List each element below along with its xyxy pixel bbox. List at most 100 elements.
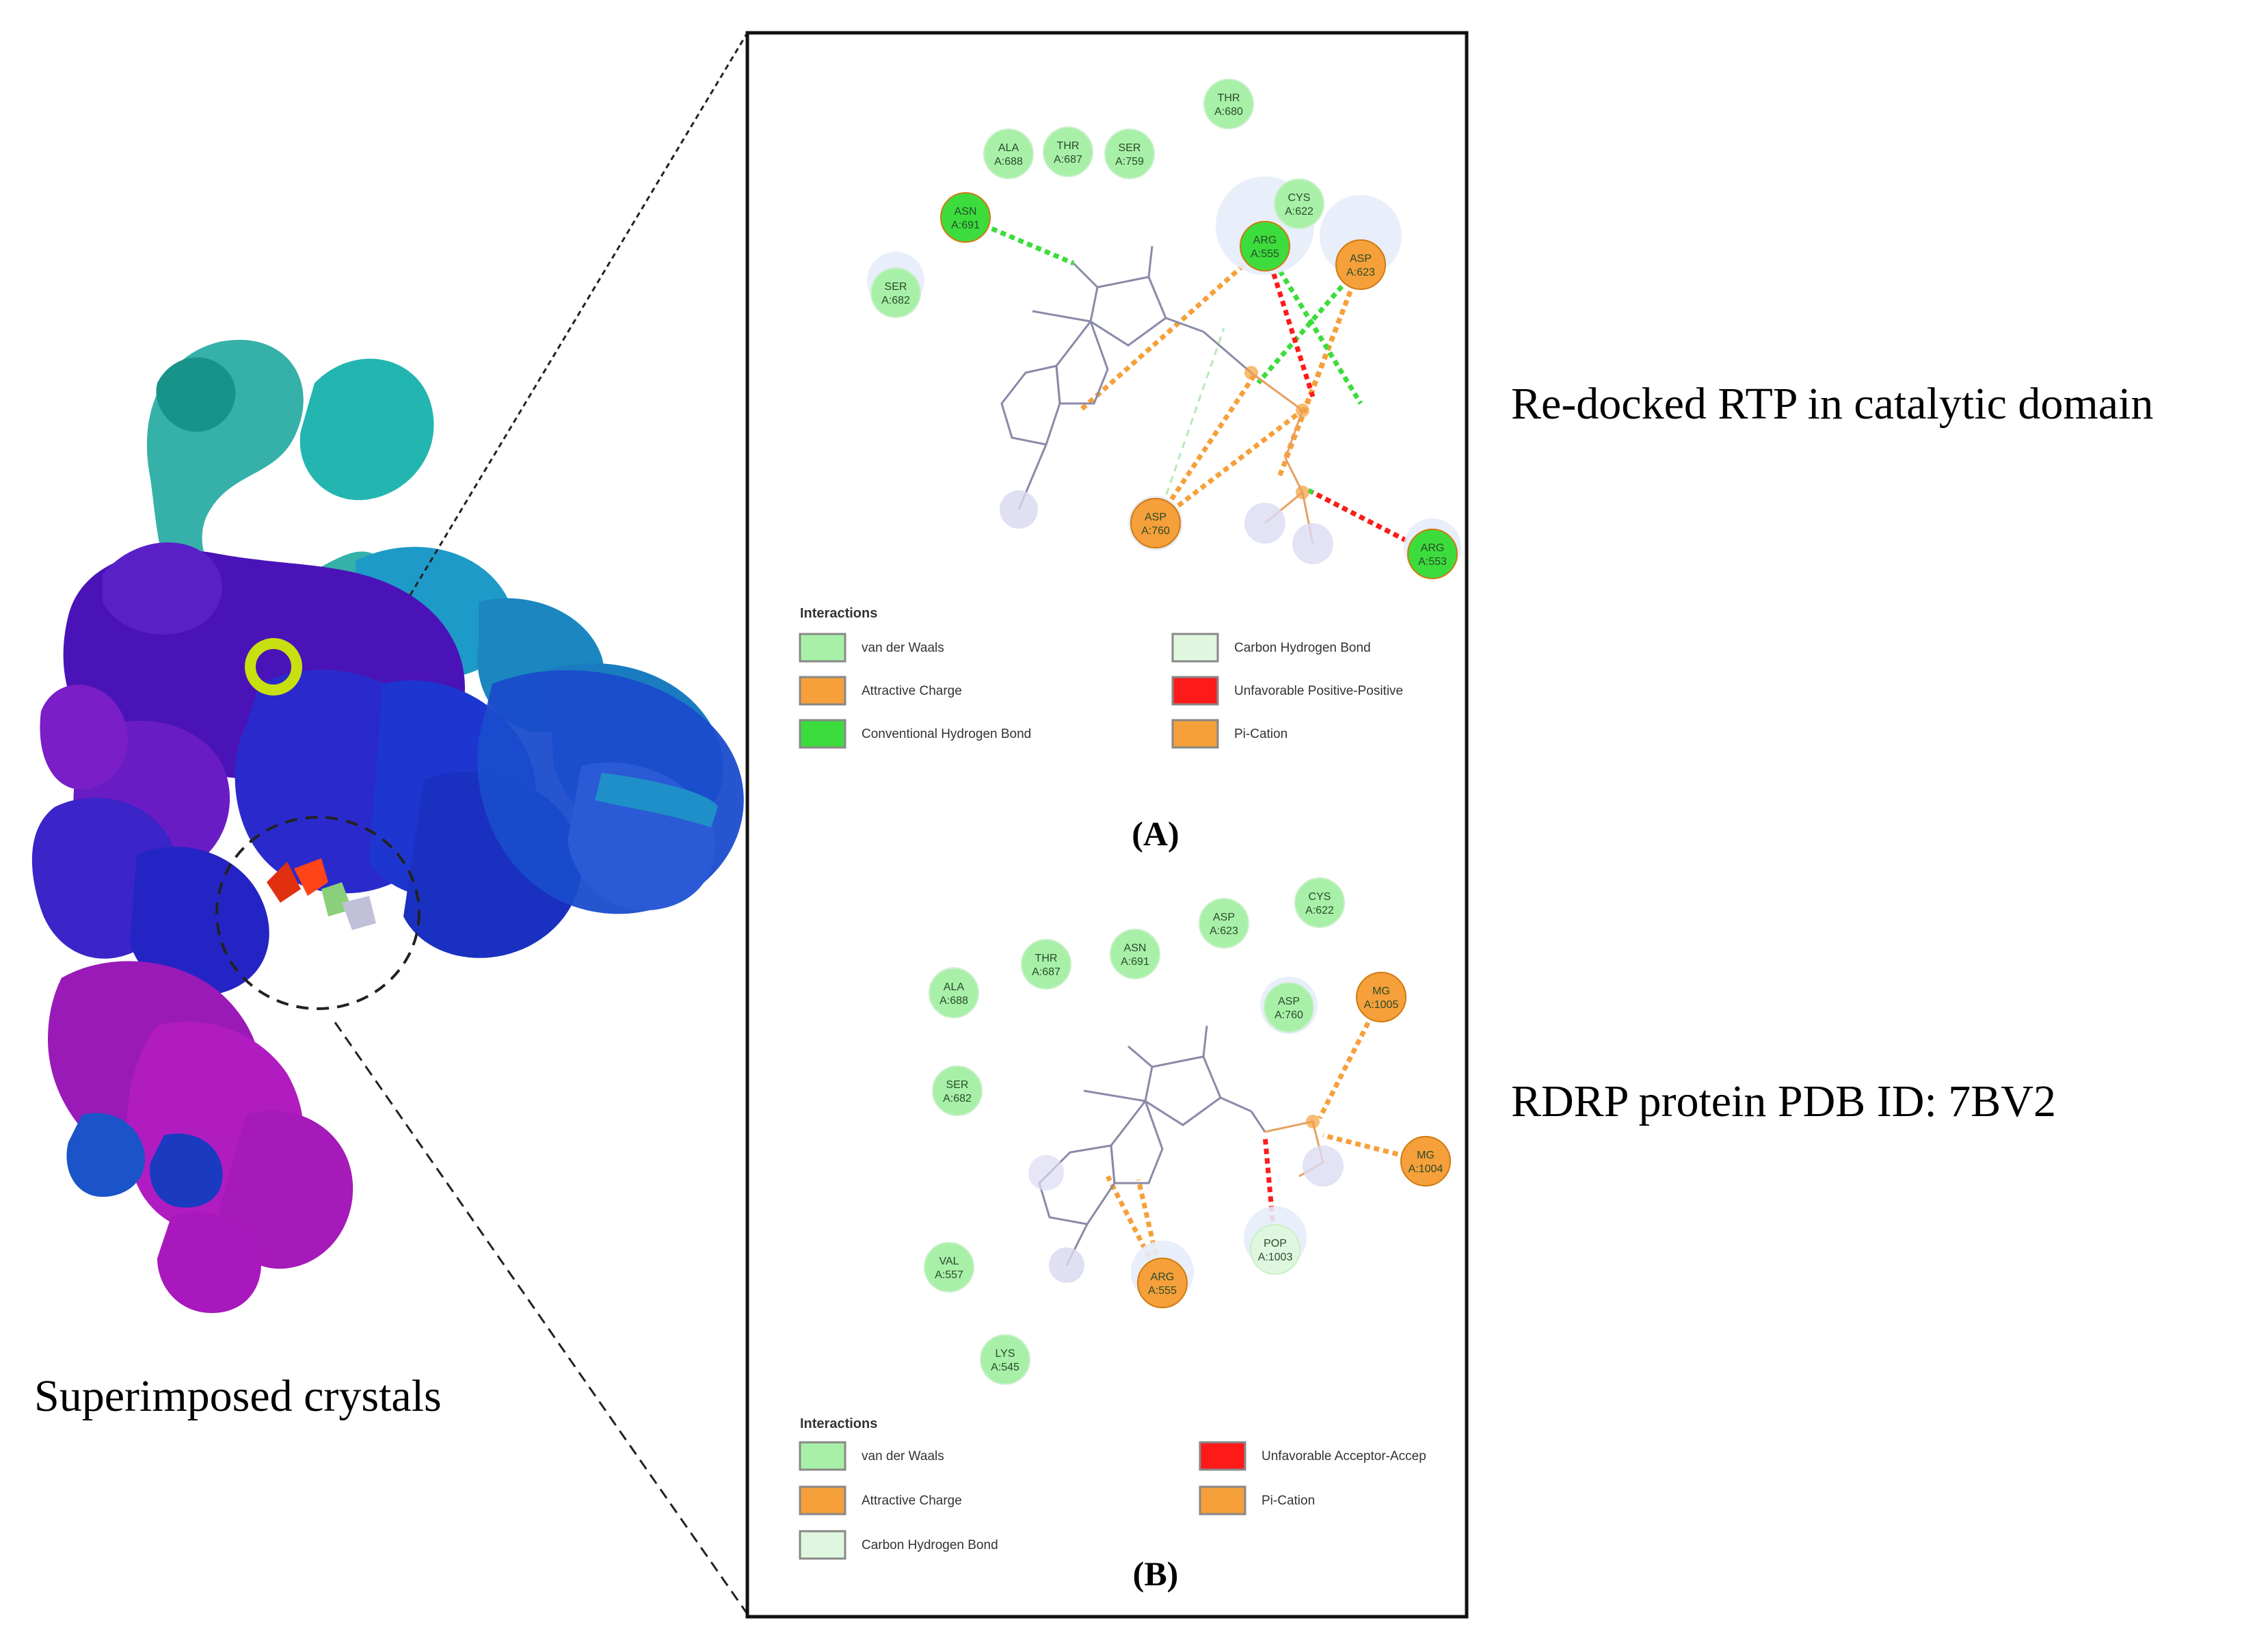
residue-id: A:557 <box>935 1269 963 1281</box>
legend-item: Pi-Cation <box>1171 719 1288 749</box>
residue-id: A:622 <box>1305 905 1334 916</box>
legend-swatch <box>799 1485 846 1515</box>
residue-name: MG <box>1372 985 1390 997</box>
residue-bubble: ARG A:555 <box>1137 1258 1188 1308</box>
residue-bubble: SER A:682 <box>870 267 921 318</box>
residue-circle <box>1250 1224 1300 1275</box>
residue-bubble: MG A:1004 <box>1400 1136 1451 1187</box>
residue-circle <box>1335 239 1386 290</box>
residue-name: ASP <box>1278 996 1300 1007</box>
residue-name: ARG <box>1253 235 1277 246</box>
residue-circle <box>932 1065 983 1116</box>
residue-id: A:759 <box>1115 156 1144 168</box>
interaction-line-charge <box>1153 408 1305 525</box>
residue-name: ASP <box>1350 253 1372 265</box>
legend-label: Attractive Charge <box>862 1494 962 1508</box>
residue-bubble: ALA A:688 <box>983 129 1034 179</box>
legend-item: van der Waals <box>799 633 944 663</box>
legend-item: Pi-Cation <box>1199 1485 1315 1515</box>
legend-swatch <box>1171 633 1219 663</box>
residue-bubble: ASP A:760 <box>1264 982 1314 1033</box>
interaction-line-charge <box>1153 373 1257 525</box>
residue-circle <box>870 267 921 318</box>
residue-name: VAL <box>939 1256 959 1267</box>
residue-bubble: ASP A:623 <box>1335 239 1386 290</box>
left-caption: Superimposed crystals <box>34 1371 442 1421</box>
residue-bubble: CYS A:622 <box>1274 178 1324 229</box>
residue-bubble: SER A:682 <box>932 1065 983 1116</box>
residue-name: LYS <box>995 1348 1015 1360</box>
residue-id: A:691 <box>1121 956 1149 968</box>
legend-swatch <box>799 1441 846 1471</box>
yellow-helix <box>245 638 302 696</box>
residues-a: ALA A:688 THR A:687 SER A:759 THR A:680 CYS A:622… <box>867 79 1461 579</box>
residue-id: A:688 <box>994 156 1023 168</box>
residue-name: ASP <box>1213 912 1235 923</box>
legend-label: Unfavorable Positive-Positive <box>1234 684 1403 698</box>
legend-item: Carbon Hydrogen Bond <box>1171 633 1371 663</box>
residue-circle <box>1240 221 1290 272</box>
residue-name: ALA <box>998 142 1019 154</box>
legend-swatch <box>799 633 846 663</box>
residue-name: SER <box>946 1079 969 1091</box>
residue-circle <box>924 1242 974 1293</box>
residue-bubble: THR A:687 <box>1021 939 1071 990</box>
residue-id: A:760 <box>1275 1009 1303 1021</box>
residue-name: ASP <box>1145 512 1166 523</box>
legend-item: Attractive Charge <box>799 676 962 706</box>
residue-bubble: ASP A:623 <box>1199 898 1249 949</box>
legend-label: Carbon Hydrogen Bond <box>1234 641 1371 655</box>
residue-id: A:688 <box>939 995 968 1007</box>
residue-circle <box>1137 1258 1188 1308</box>
interaction-diagram-a: ALA A:688 THR A:687 SER A:759 THR A:680 CYS A:622… <box>867 79 1461 579</box>
interaction-line-unfav <box>1262 245 1316 398</box>
legend-swatch <box>1199 1441 1246 1471</box>
residue-name: THR <box>1035 953 1058 964</box>
residue-circle <box>1021 939 1071 990</box>
residue-id: A:555 <box>1251 248 1279 260</box>
legend-swatch <box>1171 676 1219 706</box>
legend-item: Unfavorable Positive-Positive <box>1171 676 1403 706</box>
residue-id: A:555 <box>1148 1285 1177 1297</box>
residue-circle <box>980 1334 1030 1385</box>
legend-title: Interactions <box>800 1416 877 1431</box>
interaction-line-charge <box>1078 244 1267 412</box>
residue-id: A:1004 <box>1409 1163 1443 1175</box>
residue-name: SER <box>1119 142 1141 154</box>
legend-swatch <box>799 676 846 706</box>
interaction-line-charge <box>1322 1133 1426 1164</box>
legend-swatch <box>1199 1485 1246 1515</box>
legend-b: Interactions van der Waals Attractive Char… <box>799 1416 1426 1560</box>
residue-bubble: SER A:759 <box>1104 129 1155 179</box>
ligand-structure-b <box>1028 1025 1344 1283</box>
residue-id: A:622 <box>1285 206 1313 217</box>
legend-label: van der Waals <box>862 1449 944 1464</box>
residue-id: A:545 <box>991 1362 1019 1373</box>
residue-name: ASN <box>1124 942 1147 954</box>
residue-circle <box>1400 1136 1451 1187</box>
residue-bubble: ASN A:691 <box>1110 929 1160 979</box>
residue-name: ASN <box>955 206 977 217</box>
residue-circle <box>1274 178 1324 229</box>
residue-id: A:1005 <box>1364 999 1399 1011</box>
residue-name: ALA <box>944 981 965 993</box>
residue-id: A:687 <box>1032 966 1060 978</box>
residue-name: THR <box>1057 140 1080 152</box>
panel-b-label: (B) <box>1133 1554 1179 1593</box>
legend-swatch <box>799 1530 846 1560</box>
residue-bubble: ASP A:760 <box>1130 498 1181 548</box>
legend-title: Interactions <box>800 606 877 621</box>
residue-name: CYS <box>1309 891 1331 903</box>
protein-ribbon-illustration <box>31 339 744 1313</box>
residue-bubble: POP A:1003 <box>1250 1224 1300 1275</box>
residue-id: A:682 <box>881 295 910 306</box>
legend-label: Unfavorable Acceptor-Accep <box>1262 1449 1426 1464</box>
interaction-line-charge <box>1136 1179 1165 1284</box>
residue-bubble: THR A:680 <box>1203 79 1254 129</box>
residue-name: SER <box>885 281 907 293</box>
residues-b: CYS A:622 ASP A:623 ASN A:691 THR A:687 ALA A:688… <box>924 877 1451 1385</box>
residue-id: A:623 <box>1210 925 1238 937</box>
residue-id: A:1003 <box>1258 1252 1293 1263</box>
residue-name: CYS <box>1288 192 1311 204</box>
